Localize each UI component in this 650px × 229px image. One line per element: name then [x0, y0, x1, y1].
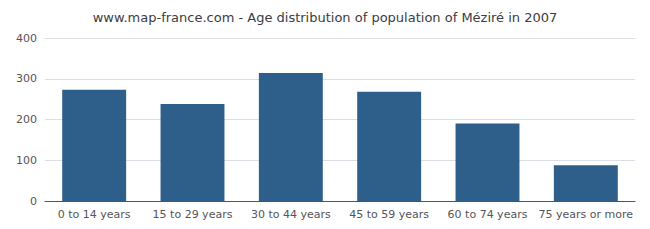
svg-text:300: 300 [16, 72, 37, 85]
svg-text:75 years or more: 75 years or more [539, 208, 634, 221]
svg-text:0 to 14 years: 0 to 14 years [58, 208, 131, 221]
svg-text:400: 400 [16, 32, 37, 45]
svg-text:45 to 59 years: 45 to 59 years [349, 208, 429, 221]
svg-text:200: 200 [16, 113, 37, 126]
svg-text:0: 0 [30, 195, 37, 208]
svg-text:30 to 44 years: 30 to 44 years [251, 208, 331, 221]
svg-text:100: 100 [16, 154, 37, 167]
svg-text:www.map-france.com - Age distr: www.map-france.com - Age distribution of… [93, 10, 558, 25]
svg-text:60 to 74 years: 60 to 74 years [448, 208, 528, 221]
svg-text:15 to 29 years: 15 to 29 years [153, 208, 233, 221]
